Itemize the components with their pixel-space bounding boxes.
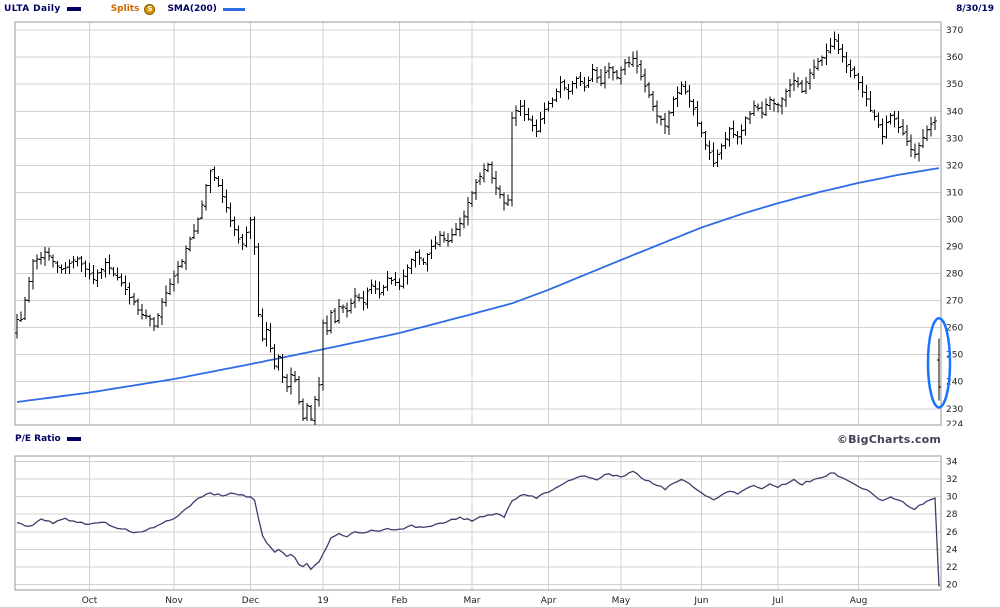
price-chart: 230 240 250 260 270 280 290 300 310 320 330 340 350 3… [14, 21, 963, 426]
svg-text:Jul: Jul [771, 596, 783, 606]
svg-text:32: 32 [946, 475, 957, 485]
svg-text:310: 310 [946, 188, 963, 198]
svg-text:Aug: Aug [850, 596, 868, 606]
svg-text:360: 360 [946, 53, 963, 63]
sma-legend-swatch [222, 7, 245, 11]
price-legend-swatch [66, 7, 81, 11]
chart-header: ULTA Daily Splits S SMA(200) 8/30/19 [0, 0, 1000, 18]
price-plot-border [14, 21, 942, 426]
svg-text:Dec: Dec [242, 596, 259, 606]
price-ohlc-bars [14, 31, 942, 425]
svg-text:May: May [612, 596, 631, 606]
svg-text:Nov: Nov [165, 596, 183, 606]
svg-text:19: 19 [317, 596, 329, 606]
svg-text:300: 300 [946, 215, 963, 225]
date-label: 8/30/19 [956, 4, 994, 14]
svg-text:370: 370 [946, 26, 963, 36]
pe-grid [15, 456, 941, 590]
svg-text:20: 20 [946, 581, 958, 591]
pe-ratio-line [16, 470, 940, 587]
svg-text:350: 350 [946, 80, 963, 90]
svg-text:330: 330 [946, 134, 963, 144]
splits-icon: S [144, 3, 156, 15]
svg-text:260: 260 [946, 324, 963, 334]
month-axis-labels: Oct Nov Dec 19 Feb Mar Apr May Jun Jul Aug [82, 596, 868, 606]
svg-text:Feb: Feb [392, 596, 408, 606]
pe-plot-border [14, 455, 942, 591]
svg-text:Jun: Jun [693, 596, 708, 606]
svg-text:22: 22 [946, 563, 957, 573]
sma-line [16, 167, 940, 403]
sma-label: SMA(200) [167, 4, 217, 14]
bigcharts-watermark: ©BigCharts.com [836, 432, 941, 446]
svg-text:224: 224 [946, 420, 963, 426]
splits-label: Splits [110, 4, 140, 14]
symbol-label: ULTA Daily [4, 4, 61, 14]
svg-text:250: 250 [946, 351, 963, 361]
svg-text:28: 28 [946, 510, 958, 520]
price-y-axis-labels: 230 240 250 260 270 280 290 300 310 320 330 340 350 3… [946, 26, 963, 426]
svg-text:270: 270 [946, 297, 963, 307]
svg-text:280: 280 [946, 270, 963, 280]
pe-legend-swatch [66, 437, 81, 441]
pe-ratio-label: P/E Ratio [15, 434, 61, 444]
svg-text:26: 26 [946, 528, 958, 538]
svg-text:Apr: Apr [541, 596, 557, 606]
svg-text:230: 230 [946, 405, 963, 415]
svg-text:340: 340 [946, 107, 963, 117]
svg-text:Mar: Mar [464, 596, 481, 606]
svg-text:240: 240 [946, 378, 963, 388]
svg-text:Oct: Oct [82, 596, 98, 606]
svg-text:34: 34 [946, 457, 958, 467]
pe-ratio-chart: 20 22 24 26 28 30 32 34 Oct Nov Dec 19 Feb Mar Apr May J… [0, 455, 1000, 608]
pe-y-axis-labels: 20 22 24 26 28 30 32 34 [946, 457, 958, 590]
pe-header-row: P/E Ratio ©BigCharts.com [15, 427, 941, 451]
svg-text:30: 30 [946, 493, 958, 503]
svg-text:24: 24 [946, 545, 958, 555]
highlight-ellipse [926, 316, 952, 409]
svg-text:290: 290 [946, 243, 963, 253]
price-grid [15, 22, 941, 425]
svg-text:320: 320 [946, 161, 963, 171]
